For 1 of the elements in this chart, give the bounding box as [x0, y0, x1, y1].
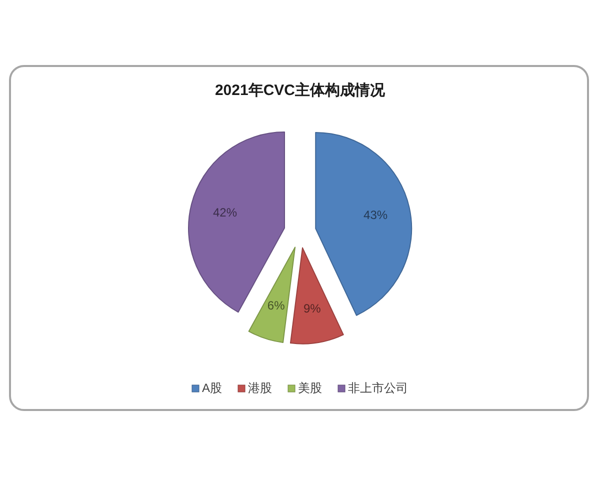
title: 2021年CVC主体构成情况 — [214, 82, 386, 99]
